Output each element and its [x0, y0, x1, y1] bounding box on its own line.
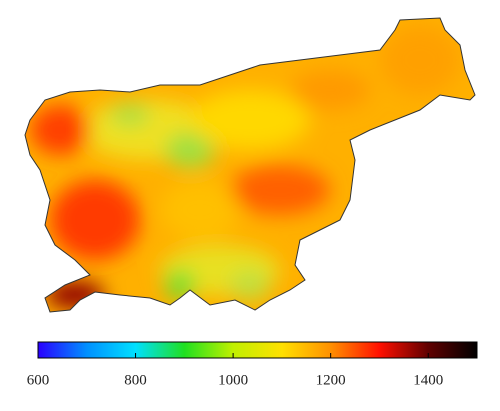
- tick-label: 600: [27, 372, 50, 388]
- tick-label: 800: [124, 372, 147, 388]
- tick-label: 1400: [413, 372, 443, 388]
- colorbar: [37, 341, 478, 359]
- tick-label: 1000: [218, 372, 248, 388]
- tick-label: 1200: [316, 372, 346, 388]
